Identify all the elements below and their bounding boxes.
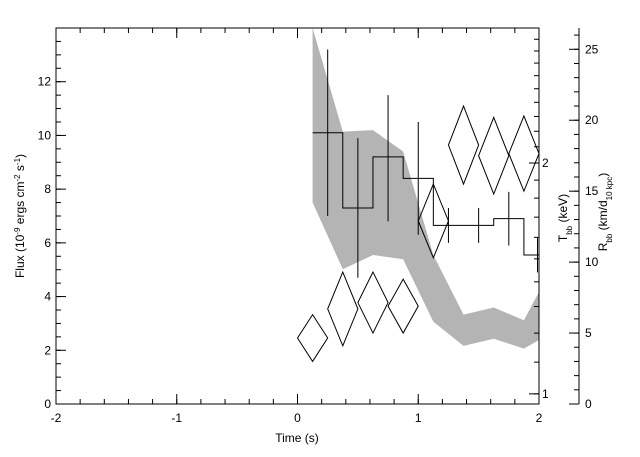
flux-tick-label: 0 [44, 397, 51, 411]
radius-tick-label: 15 [585, 184, 599, 198]
x-tick-label: 2 [536, 411, 543, 425]
temperature-diamond [478, 116, 510, 196]
temperature-diamond [387, 278, 419, 335]
plot-frame [55, 27, 540, 405]
radius-tick-label: 0 [585, 397, 592, 411]
radius-axis-label: Rbb (km/d10 kpc) [596, 173, 614, 252]
flux-tick-label: 2 [44, 343, 51, 357]
flux-tick-label: 10 [38, 128, 52, 142]
flux-tick-label: 4 [44, 290, 51, 304]
flux-tick-label: 12 [38, 75, 52, 89]
x-tick-label: 0 [294, 411, 301, 425]
temperature-diamond [327, 270, 359, 348]
flux-histogram-layer [312, 49, 539, 278]
temperature-diamond [417, 182, 449, 260]
radius-tick-label: 10 [585, 255, 599, 269]
flux-tick-label: 8 [44, 182, 51, 196]
temperature-axis-label: Tbb (keV) [556, 194, 574, 242]
radius-tick-label: 5 [585, 326, 592, 340]
flux-axis-label: Flux (10-9 ergs cm-2 s-1) [13, 154, 28, 278]
flux-tick-label: 6 [44, 236, 51, 250]
temperature-diamond [296, 313, 329, 363]
flux-axis-ticks: 0 2 4 6 8 10 12 [38, 27, 66, 411]
flux-histogram-line [312, 132, 539, 256]
x-tick-label: -1 [171, 411, 182, 425]
temperature-diamond [508, 114, 539, 193]
temperature-diamond [447, 104, 480, 186]
x-tick-label: -2 [51, 411, 62, 425]
temperature-tick-label: 2 [542, 156, 549, 170]
radius-tick-label: 25 [585, 42, 599, 56]
x-axis-label: Time (s) [275, 431, 319, 445]
x-axis-ticks: -2 -1 0 1 2 [51, 28, 543, 425]
temperature-tick-label: 1 [542, 387, 549, 401]
radius-tick-label: 20 [585, 113, 599, 127]
temperature-diamond [357, 270, 389, 335]
x-tick-label: 1 [415, 411, 422, 425]
temperature-diamond-layer [296, 104, 539, 363]
